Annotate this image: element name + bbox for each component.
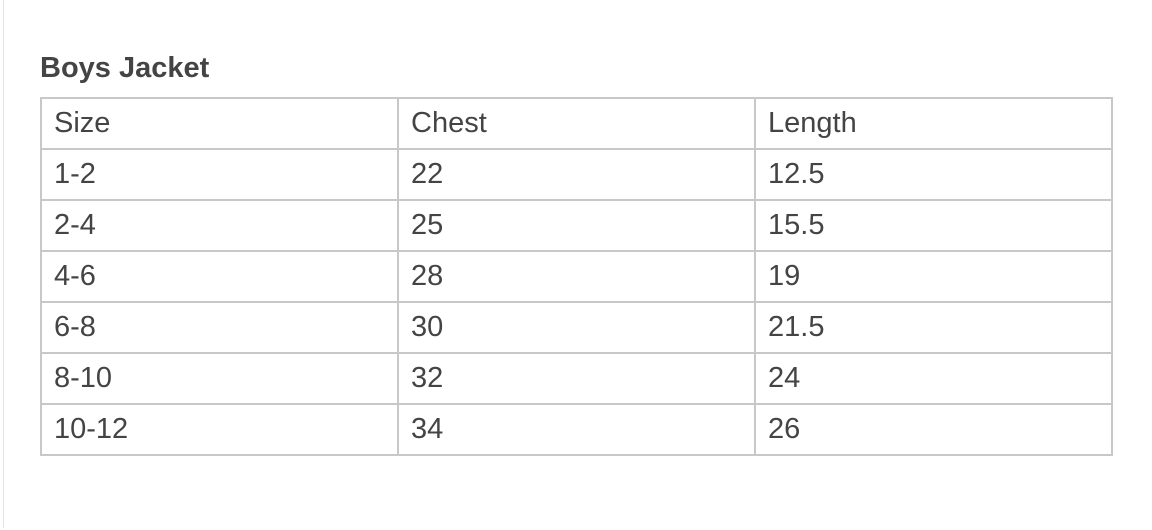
table-cell: 32: [397, 352, 756, 405]
table-row: 10-12 34 26: [40, 403, 1113, 456]
header-cell: Chest: [397, 97, 756, 150]
table-cell: 28: [397, 250, 756, 303]
table-row: 4-6 28 19: [40, 250, 1113, 303]
table-cell: 8-10: [40, 352, 399, 405]
table-row: 2-4 25 15.5: [40, 199, 1113, 252]
table-cell: 15.5: [754, 199, 1113, 252]
table-cell: 26: [754, 403, 1113, 456]
table-cell: 21.5: [754, 301, 1113, 354]
page-frame: [3, 0, 1152, 528]
table-cell: 10-12: [40, 403, 399, 456]
size-chart-table: Size Chest Length 1-2 22 12.5 2-4 25 15.5 4-6 2…: [40, 97, 1113, 456]
table-row: 1-2 22 12.5: [40, 148, 1113, 201]
table-cell: 25: [397, 199, 756, 252]
table-cell: 1-2: [40, 148, 399, 201]
table-cell: 19: [754, 250, 1113, 303]
header-cell: Length: [754, 97, 1113, 150]
table-title: Boys Jacket: [40, 52, 210, 84]
header-cell: Size: [40, 97, 399, 150]
table-row: 8-10 32 24: [40, 352, 1113, 405]
table-cell: 6-8: [40, 301, 399, 354]
table-row: 6-8 30 21.5: [40, 301, 1113, 354]
table-cell: 24: [754, 352, 1113, 405]
table-cell: 2-4: [40, 199, 399, 252]
header-row: Size Chest Length: [40, 97, 1113, 150]
table-cell: 4-6: [40, 250, 399, 303]
table-cell: 30: [397, 301, 756, 354]
table-cell: 22: [397, 148, 756, 201]
table-cell: 12.5: [754, 148, 1113, 201]
table-cell: 34: [397, 403, 756, 456]
